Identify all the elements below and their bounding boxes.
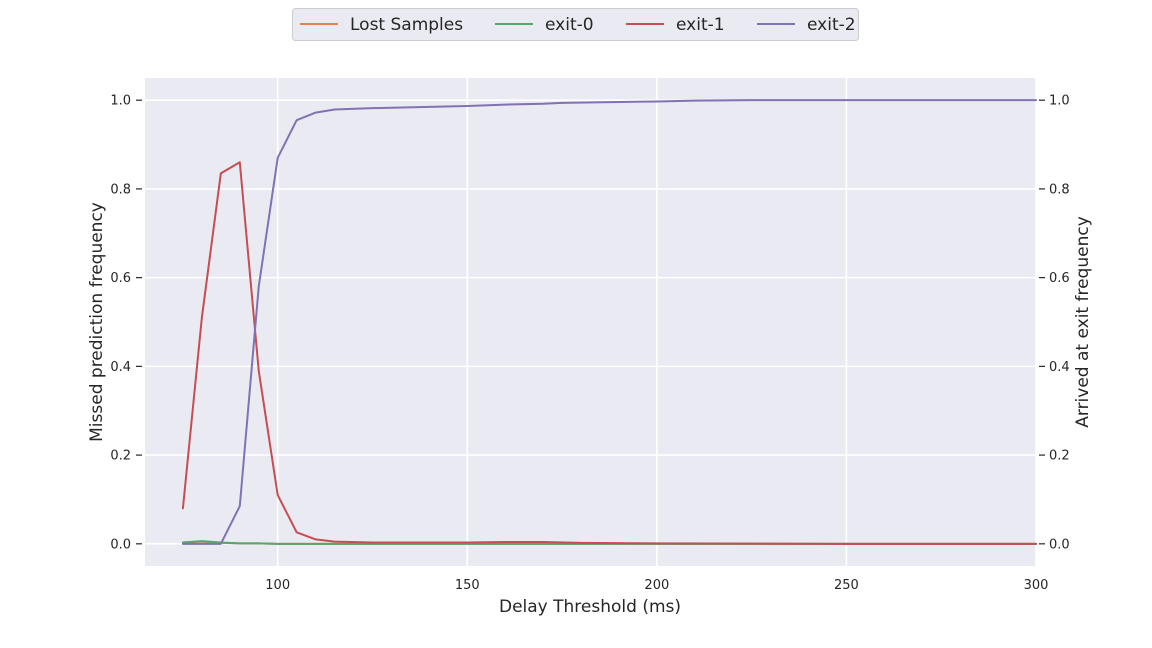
- legend-label-exit-2: exit-2: [807, 15, 856, 35]
- series-lines: [181, 99, 1037, 545]
- legend-label-lost-samples: Lost Samples: [350, 15, 463, 35]
- x-tick-label-3: 250: [834, 578, 859, 593]
- right-tick-label-4: 0.8: [1049, 182, 1070, 197]
- right-tick-label-0: 0.0: [1049, 537, 1070, 552]
- legend-frame: [292, 8, 859, 41]
- left-tick-label-3: 0.6: [110, 271, 131, 286]
- right-y-axis-title: Arrived at exit frequency: [1073, 216, 1093, 428]
- right-tick-label-1: 0.2: [1049, 449, 1070, 464]
- series-line-exit-2: [181, 99, 1037, 545]
- left-tick-label-1: 0.2: [110, 449, 131, 464]
- series-line-exit-1: [181, 161, 1037, 545]
- x-tick-label-2: 200: [644, 578, 669, 593]
- x-tick-label-1: 150: [455, 578, 480, 593]
- left-tick-label-2: 0.4: [110, 360, 131, 375]
- right-tick-label-3: 0.6: [1049, 271, 1070, 286]
- left-y-axis: 0.0 0.2 0.4 0.6 0.8 1.0: [110, 94, 142, 552]
- left-y-axis-title: Missed prediction frequency: [87, 202, 107, 442]
- legend-label-exit-0: exit-0: [545, 15, 594, 35]
- left-tick-label-5: 1.0: [110, 94, 131, 109]
- left-tick-label-4: 0.8: [110, 182, 131, 197]
- legend: Lost Samples exit-0 exit-1 exit-2: [292, 8, 859, 41]
- right-tick-label-2: 0.4: [1049, 360, 1070, 375]
- left-tick-label-0: 0.0: [110, 537, 131, 552]
- plot-background: [145, 78, 1036, 566]
- x-axis: 100 150 200 250 300: [265, 578, 1048, 593]
- x-tick-label-4: 300: [1024, 578, 1049, 593]
- right-tick-label-5: 1.0: [1049, 94, 1070, 109]
- x-tick-label-0: 100: [265, 578, 290, 593]
- legend-label-exit-1: exit-1: [676, 15, 725, 35]
- right-y-axis: 0.0 0.2 0.4 0.6 0.8 1.0: [1039, 94, 1070, 552]
- x-axis-title: Delay Threshold (ms): [499, 597, 681, 617]
